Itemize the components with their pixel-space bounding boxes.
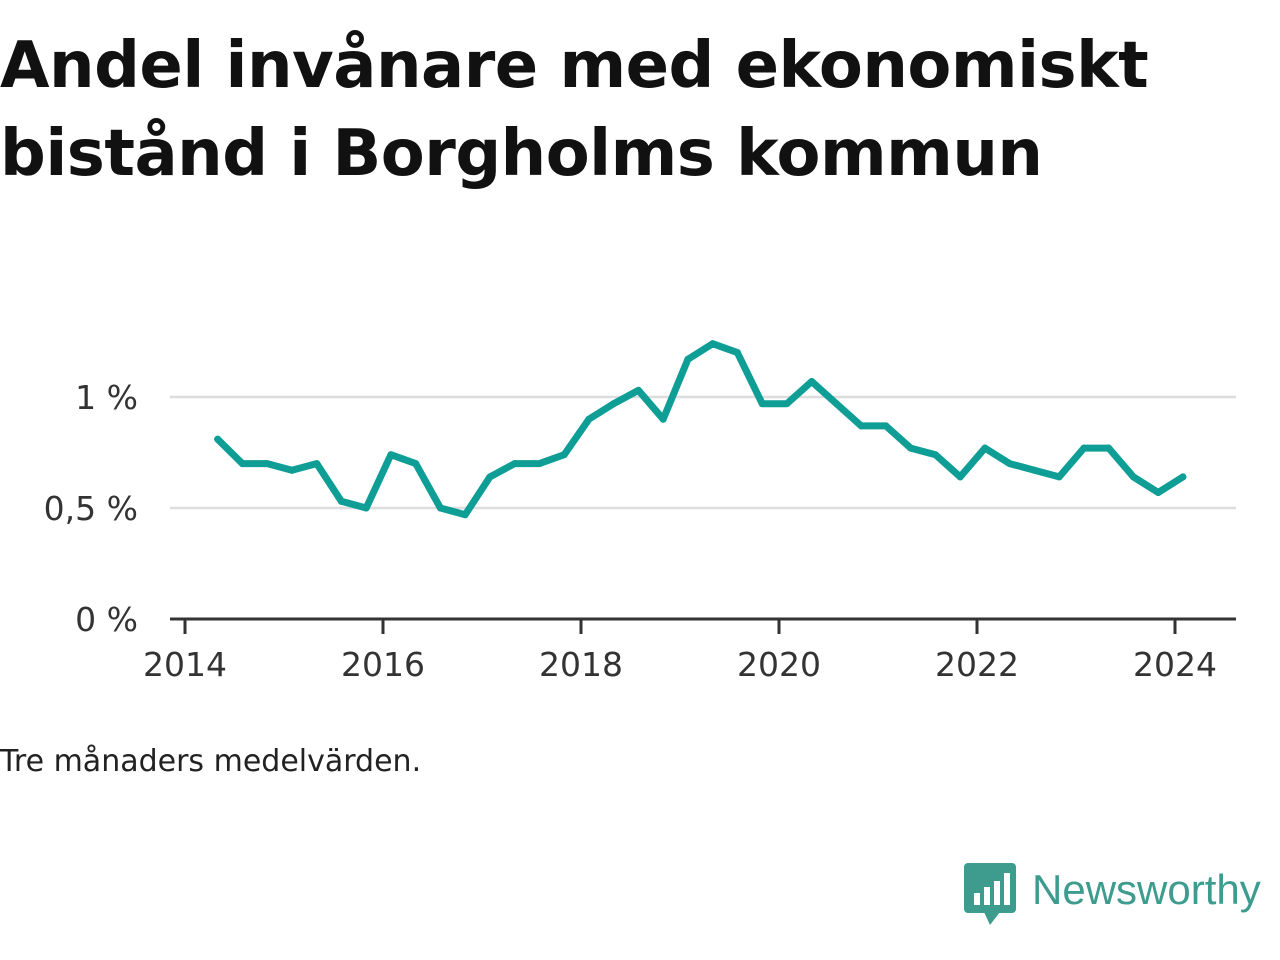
grid-layer: 0 % 0,5 % 1 % (44, 378, 1236, 639)
data-point (832, 400, 840, 408)
data-point (981, 444, 989, 452)
data-point (956, 473, 964, 481)
x-tick-label: 2024 (1133, 645, 1217, 684)
data-point (1080, 444, 1088, 452)
data-point (857, 422, 865, 430)
x-tick-label: 2020 (737, 645, 821, 684)
data-point (461, 511, 469, 519)
newsworthy-logo: Newsworthy (964, 862, 1261, 926)
data-point (684, 355, 692, 363)
series-layer (214, 340, 1187, 519)
data-point (758, 400, 766, 408)
data-point (288, 466, 296, 474)
data-point (1154, 488, 1162, 496)
data-point (1105, 444, 1113, 452)
data-point (214, 435, 222, 443)
line-chart: 0 % 0,5 % 1 % 2014 2016 2018 2020 2022 2024 (44, 340, 1236, 684)
chart-note: Tre månaders medelvärden. (0, 744, 422, 779)
data-point (560, 451, 568, 459)
x-tick-label: 2022 (935, 645, 1019, 684)
data-point (1129, 473, 1137, 481)
data-point (882, 422, 890, 430)
data-point (412, 460, 420, 468)
data-point (387, 451, 395, 459)
data-point (1055, 473, 1063, 481)
data-point (337, 497, 345, 505)
x-tick-label: 2018 (539, 645, 623, 684)
x-tick-label: 2014 (143, 645, 227, 684)
series-line (214, 340, 1187, 519)
data-point (907, 444, 915, 452)
data-point (238, 460, 246, 468)
data-point (585, 415, 593, 423)
data-point (610, 400, 618, 408)
data-point (362, 504, 370, 512)
chart-title: Andel invånare med ekonomiskt bistånd i … (0, 29, 1149, 191)
data-point (511, 460, 519, 468)
y-tick-label: 0,5 % (44, 489, 138, 528)
data-point (634, 386, 642, 394)
x-tick-label: 2016 (341, 645, 425, 684)
data-point (1030, 466, 1038, 474)
data-point (931, 451, 939, 459)
data-point (709, 340, 717, 348)
x-axis: 2014 2016 2018 2020 2022 2024 (143, 617, 1236, 684)
speech-bubble-bar-chart-icon (964, 863, 1016, 925)
data-point (436, 504, 444, 512)
data-point (733, 349, 741, 357)
data-point (313, 460, 321, 468)
data-point (808, 377, 816, 385)
data-point (783, 400, 791, 408)
y-tick-label: 0 % (75, 600, 138, 639)
data-point (263, 460, 271, 468)
brand-name: Newsworthy (1032, 866, 1261, 913)
data-point (659, 415, 667, 423)
data-point (1179, 473, 1187, 481)
data-point (486, 473, 494, 481)
y-tick-label: 1 % (75, 378, 138, 417)
data-point (1006, 460, 1014, 468)
data-point (535, 460, 543, 468)
